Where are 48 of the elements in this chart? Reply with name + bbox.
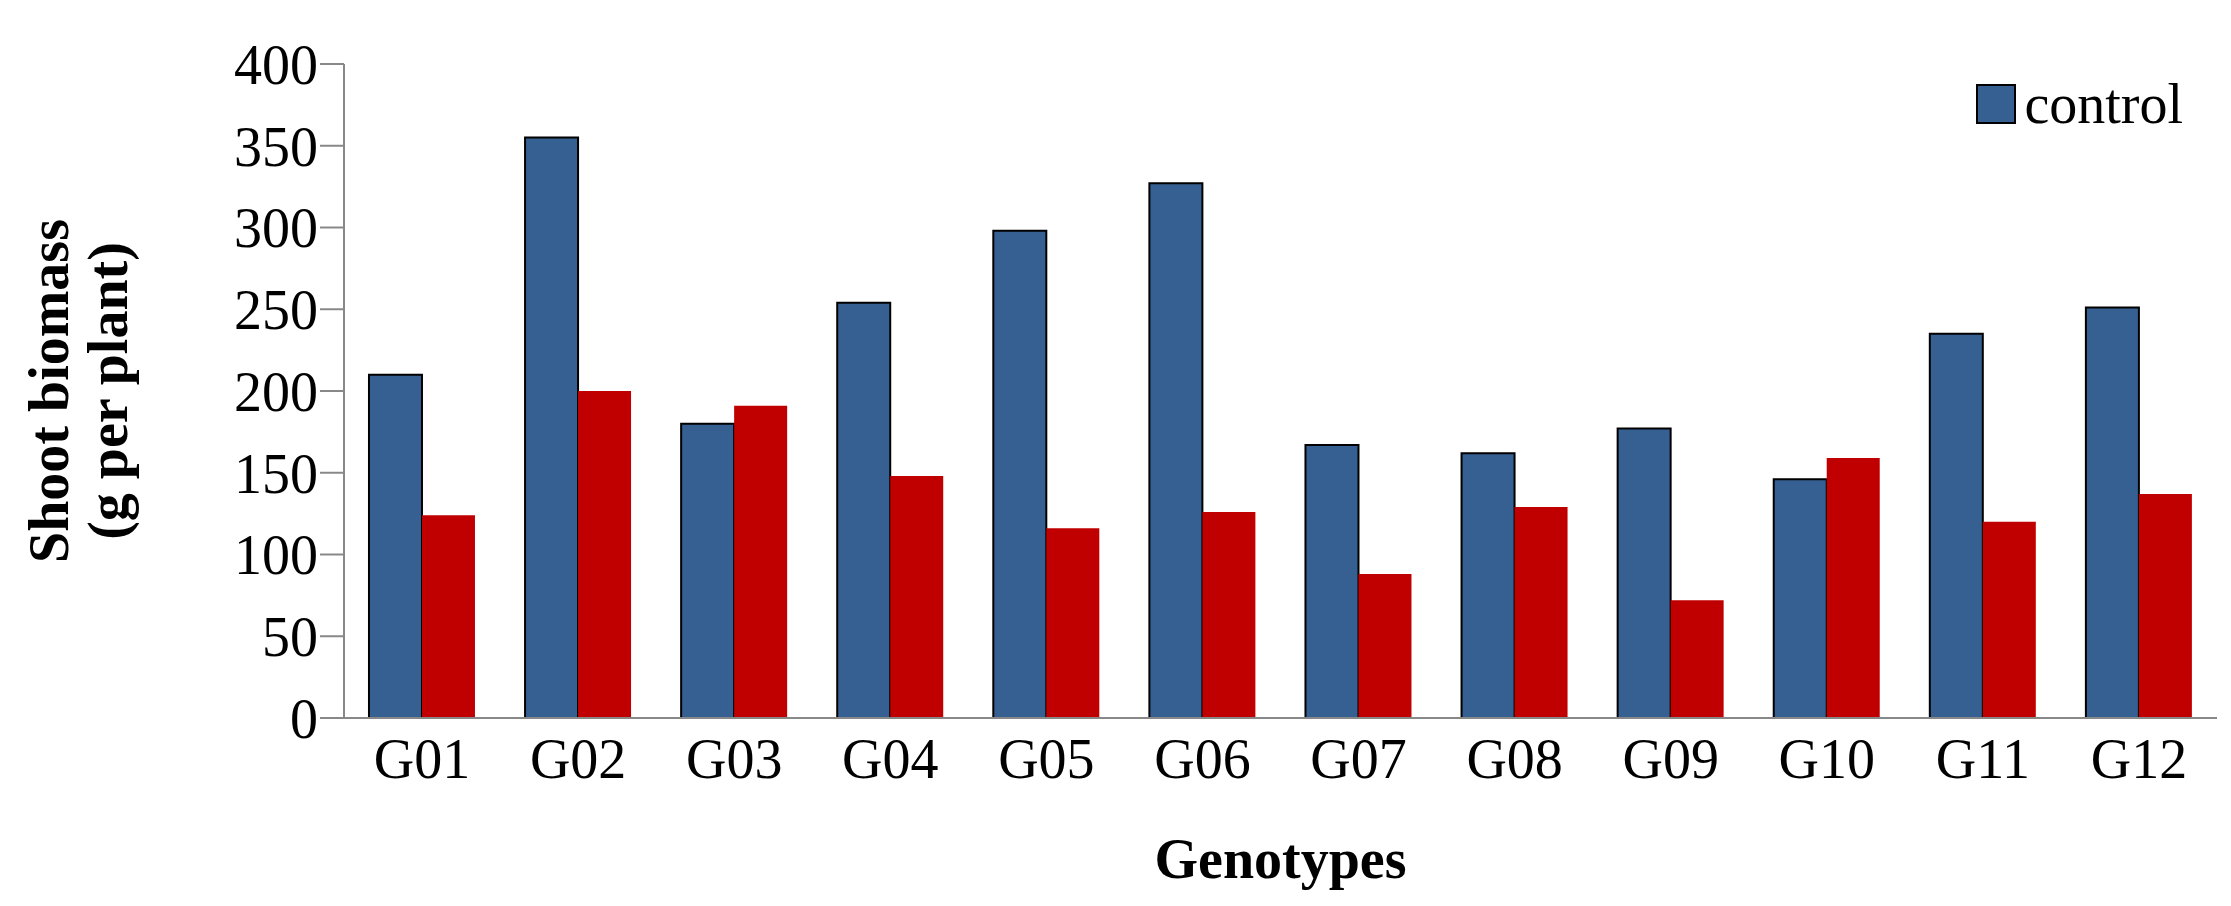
bar (890, 476, 944, 718)
x-tick-label: G06 (1154, 727, 1251, 790)
y-tick-label: 100 (234, 524, 318, 587)
x-tick-label: G02 (529, 727, 627, 790)
bar (1304, 443, 1360, 718)
bar (1826, 458, 1880, 718)
bar (1928, 332, 1984, 718)
y-tick-label: 400 (234, 33, 318, 96)
bar (992, 229, 1048, 718)
y-tick-label: 0 (290, 687, 318, 750)
x-tick-label: G05 (998, 727, 1095, 790)
y-tick-label: 300 (234, 197, 318, 260)
bar (1616, 427, 1672, 718)
x-tick-label: G07 (1310, 727, 1407, 790)
bar (1772, 478, 1828, 718)
bar (836, 301, 892, 718)
x-tick-label: G10 (1778, 727, 1876, 790)
bar (734, 405, 788, 718)
bar (1670, 600, 1724, 718)
x-tick-label: G04 (842, 727, 939, 790)
x-tick-label: G09 (1622, 727, 1719, 790)
y-tick-label: 350 (234, 115, 318, 178)
bar (2138, 494, 2192, 718)
x-tick-label: G11 (1935, 727, 2031, 790)
bar (2084, 306, 2140, 718)
bar (1514, 507, 1568, 718)
bar (1460, 452, 1516, 718)
bar (1046, 528, 1100, 718)
y-axis-title: Shoot biomass (g per plant) (18, 219, 140, 563)
x-axis-title: Genotypes (1154, 828, 1407, 890)
bar (421, 515, 475, 718)
bar (1148, 182, 1204, 718)
y-tick-label: 150 (234, 442, 318, 505)
y-tick-label: 50 (262, 606, 318, 669)
bar (680, 422, 736, 718)
y-tick-label: 200 (234, 360, 318, 423)
legend-label: control (2024, 73, 2183, 135)
bar (1358, 574, 1412, 718)
bar (367, 373, 423, 718)
bar (1202, 511, 1256, 718)
x-tick-label: G01 (373, 727, 471, 790)
bar (578, 391, 632, 718)
y-tick-label: 250 (234, 279, 318, 342)
x-tick-label: G03 (685, 727, 783, 790)
bar (1982, 521, 2036, 718)
x-tick-label: G12 (2090, 727, 2188, 790)
x-tick-label: G08 (1466, 727, 1563, 790)
bar (524, 136, 580, 718)
